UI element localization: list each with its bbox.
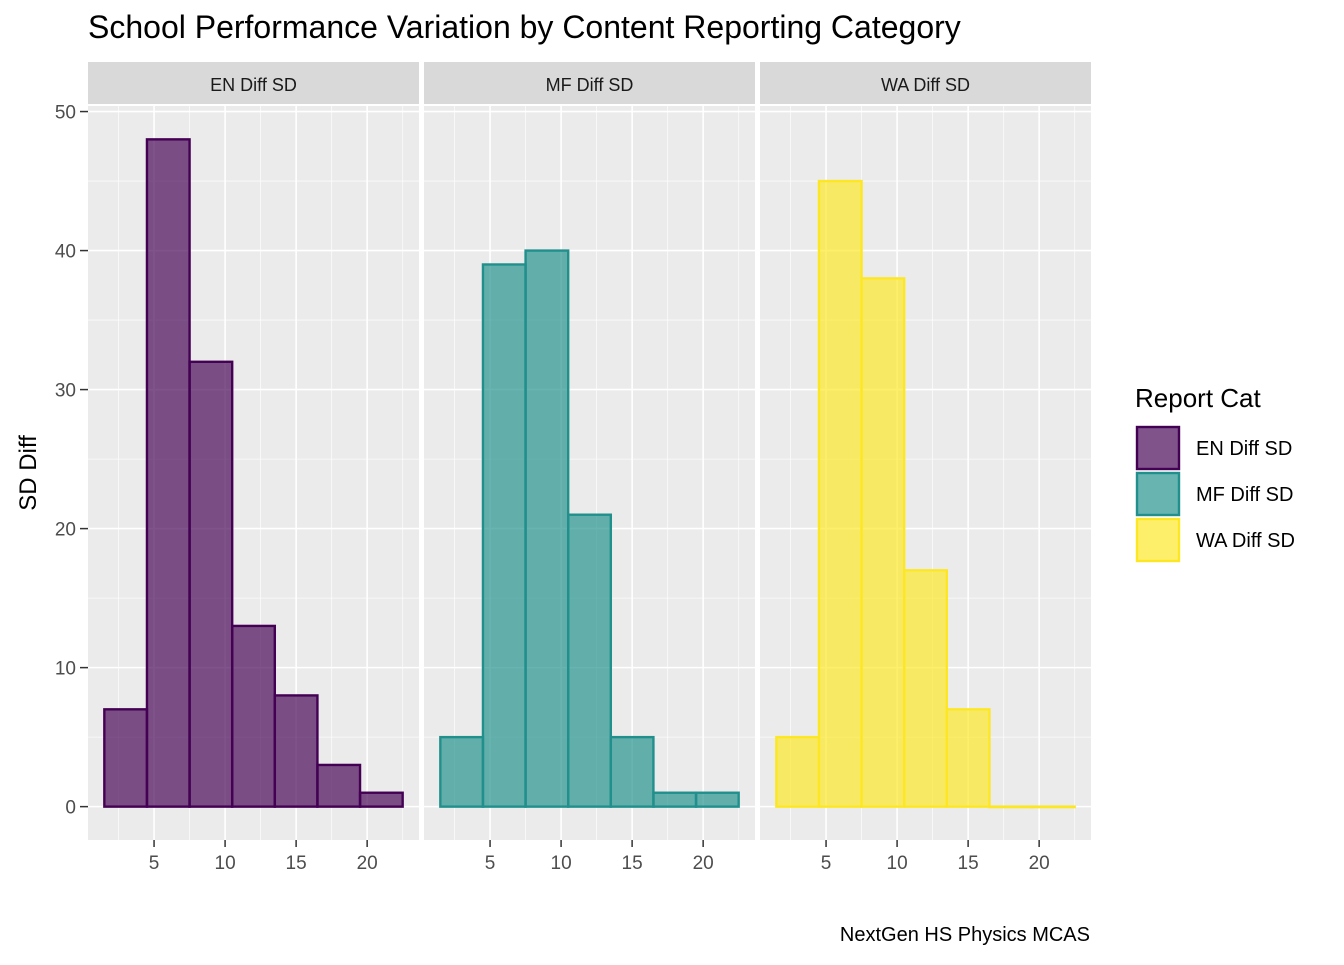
histogram-bar (694, 791, 740, 808)
y-tick-label: 40 (55, 242, 76, 263)
y-axis-label: SD Diff (15, 435, 42, 511)
facet-strip (424, 62, 755, 104)
x-tick-label: 20 (693, 853, 714, 874)
x-tick-label: 15 (958, 853, 979, 874)
y-tick-label: 30 (55, 381, 76, 402)
legend-items: EN Diff SD MF Diff SD WA Diff SD (1135, 425, 1295, 563)
histogram-bar (652, 791, 698, 808)
legend-title: Report Cat (1135, 383, 1261, 413)
histogram-bar (273, 694, 319, 808)
x-tick-label: 20 (1029, 853, 1050, 874)
histogram-bar (775, 735, 821, 808)
x-tick-label: 15 (286, 853, 307, 874)
facet-strip-label: MF Diff SD (546, 75, 634, 95)
histogram-bar (1030, 805, 1076, 809)
facet-panel-wa-diff-sd: WA Diff SD 5 10 15 20 (760, 62, 1091, 874)
legend-swatch (1135, 425, 1181, 471)
x-tick-label: 20 (357, 853, 378, 874)
histogram-bar (188, 360, 234, 808)
histogram-bar (230, 624, 277, 808)
legend-swatch (1135, 471, 1181, 517)
legend-swatch (1135, 517, 1181, 563)
x-tick-label: 5 (149, 853, 160, 874)
histogram-bar (524, 249, 570, 808)
legend-label: MF Diff SD (1196, 484, 1293, 506)
histogram-bar (945, 708, 991, 808)
facet-strip-label: EN Diff SD (210, 75, 297, 95)
histogram-bar (817, 179, 863, 808)
x-tick-label: 10 (887, 853, 908, 874)
y-axis: 0 10 20 30 40 50 (55, 103, 88, 819)
y-tick-label: 10 (55, 659, 76, 680)
facet-strip (88, 62, 419, 104)
legend: Report Cat EN Diff SD MF Diff SD WA Diff S… (1135, 383, 1295, 563)
x-tick-label: 15 (622, 853, 643, 874)
chart-title: School Performance Variation by Content … (88, 9, 961, 45)
y-tick-label: 20 (55, 520, 76, 541)
facet-panel-en-diff-sd: EN Diff SD 5 10 15 20 (88, 62, 419, 874)
histogram-bar (145, 138, 191, 808)
histogram-bar (439, 735, 485, 808)
legend-label: EN Diff SD (1196, 438, 1292, 460)
facet-strip (760, 62, 1091, 104)
x-tick-label: 5 (821, 853, 832, 874)
x-tick-label: 5 (485, 853, 496, 874)
histogram-bar (566, 513, 613, 808)
x-tick-label: 10 (551, 853, 572, 874)
histogram-bar (988, 805, 1034, 809)
histogram-bar (358, 791, 404, 808)
facet-panel-mf-diff-sd: MF Diff SD 5 10 15 20 (424, 62, 755, 874)
histogram-bar (860, 277, 906, 808)
histogram-bar (316, 763, 362, 808)
histogram-bar (902, 569, 949, 808)
histogram-bar (103, 708, 149, 808)
x-tick-label: 10 (215, 853, 236, 874)
histogram-bar (481, 263, 527, 808)
histogram-bar (609, 735, 655, 808)
y-tick-label: 0 (65, 798, 76, 819)
y-tick-label: 50 (55, 103, 76, 124)
legend-label: WA Diff SD (1196, 530, 1295, 552)
chart-caption: NextGen HS Physics MCAS (840, 924, 1090, 946)
facet-strip-label: WA Diff SD (881, 75, 970, 95)
